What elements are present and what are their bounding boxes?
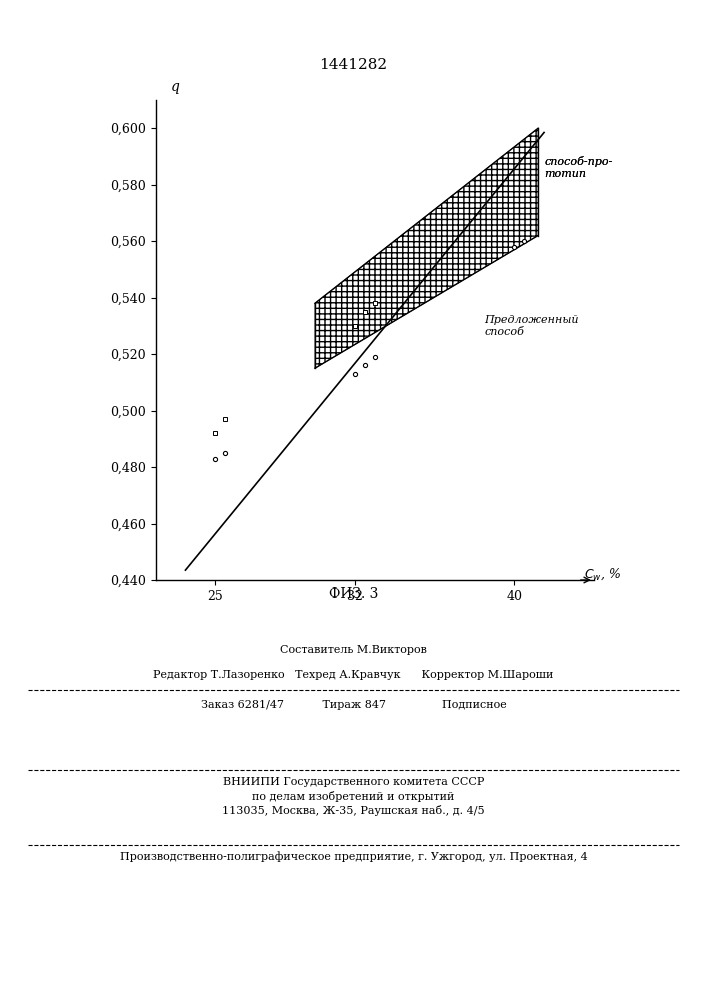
Text: $C_w$, %: $C_w$, % bbox=[584, 567, 621, 582]
Text: способ-про-
тотип: способ-про- тотип bbox=[544, 156, 612, 179]
Text: 1441282: 1441282 bbox=[320, 58, 387, 72]
Text: ФИЗ. 3: ФИЗ. 3 bbox=[329, 587, 378, 601]
Text: способ-про-
тотип: способ-про- тотип bbox=[544, 156, 612, 179]
Text: 113035, Москва, Ж-35, Раушская наб., д. 4/5: 113035, Москва, Ж-35, Раушская наб., д. … bbox=[222, 804, 485, 816]
Text: Редактор Т.Лазоренко   Техред А.Кравчук      Корректор М.Шароши: Редактор Т.Лазоренко Техред А.Кравчук Ко… bbox=[153, 670, 554, 680]
Text: Составитель М.Викторов: Составитель М.Викторов bbox=[280, 645, 427, 655]
Text: Предложенный
способ: Предложенный способ bbox=[484, 315, 579, 337]
Text: по делам изобретений и открытий: по делам изобретений и открытий bbox=[252, 790, 455, 802]
Polygon shape bbox=[315, 128, 538, 368]
Text: ВНИИПИ Государственного комитета СССР: ВНИИПИ Государственного комитета СССР bbox=[223, 777, 484, 787]
Text: Производственно-полиграфическое предприятие, г. Ужгород, ул. Проектная, 4: Производственно-полиграфическое предприя… bbox=[119, 852, 588, 862]
Text: Заказ 6281/47           Тираж 847                Подписное: Заказ 6281/47 Тираж 847 Подписное bbox=[201, 700, 506, 710]
Text: q: q bbox=[171, 80, 180, 94]
